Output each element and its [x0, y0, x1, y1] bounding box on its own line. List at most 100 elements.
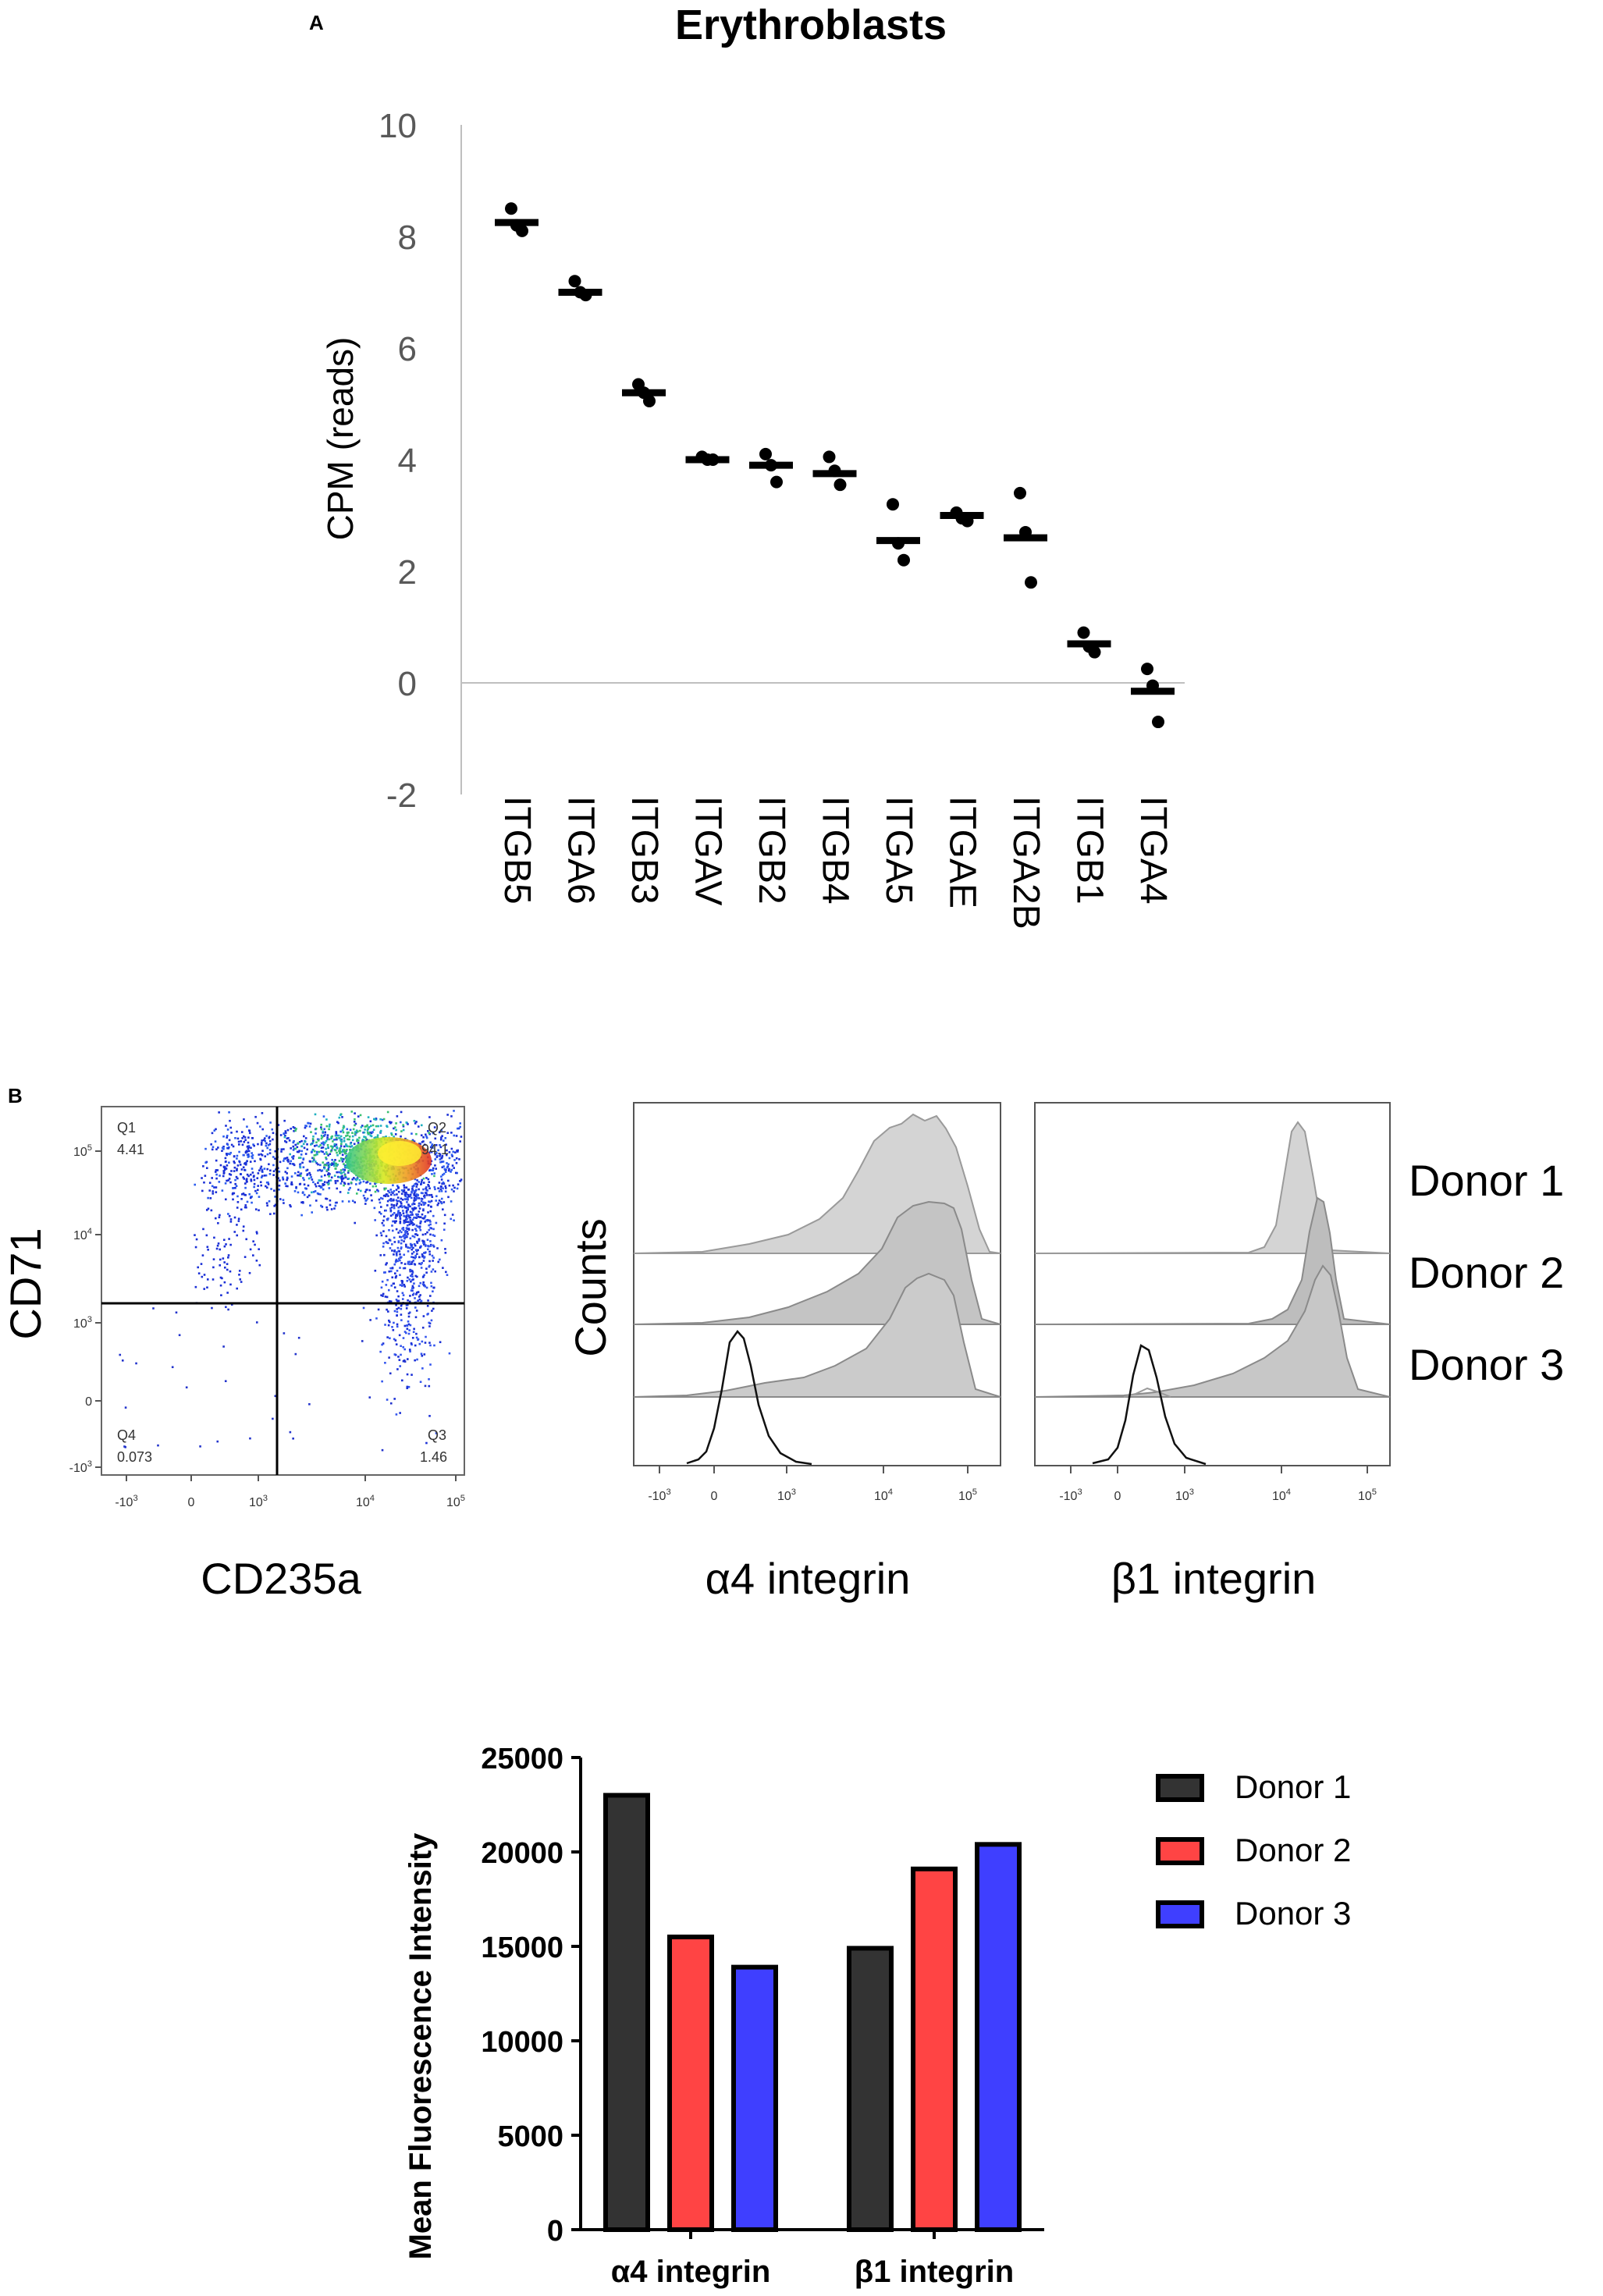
flow-dot: [272, 1170, 275, 1173]
flow-dot: [397, 1295, 400, 1298]
flow-dot: [289, 1162, 292, 1165]
flow-dot: [244, 1163, 247, 1166]
flow-dot: [440, 1175, 443, 1178]
panel-a-letter: A: [309, 11, 324, 34]
bar-donor-2: [911, 1866, 958, 2233]
flow-dot: [394, 1217, 397, 1219]
flow-dot: [412, 1286, 414, 1289]
flow-dot: [386, 1125, 389, 1128]
flow-dot: [242, 1225, 245, 1228]
flow-dot: [436, 1203, 439, 1207]
flow-dot: [398, 1359, 401, 1361]
flow-dot: [423, 1284, 425, 1287]
flow-dot: [234, 1186, 236, 1189]
flow-dot: [350, 1146, 352, 1148]
flow-dot: [267, 1143, 270, 1146]
flow-dot: [316, 1153, 318, 1156]
flow-dot: [215, 1148, 218, 1150]
flow-dot: [439, 1188, 443, 1191]
flow-dot: [296, 1150, 299, 1153]
flow-dot: [357, 1189, 360, 1191]
flow-dot: [332, 1146, 334, 1148]
flow-dot: [421, 1141, 424, 1143]
flow-dot: [334, 1182, 337, 1185]
flow-dot: [340, 1143, 343, 1146]
chart-a-x-tick-label: ITGB2: [751, 796, 792, 905]
flow-dot: [428, 1253, 432, 1256]
flow-dot: [352, 1128, 355, 1131]
flow-dot: [411, 1271, 414, 1274]
flow-dot: [325, 1206, 328, 1209]
flow-dot: [249, 1437, 251, 1440]
flow-dot: [315, 1132, 317, 1135]
flow-dot: [413, 1196, 416, 1200]
flow-dot: [215, 1191, 218, 1193]
flow-dot: [200, 1263, 203, 1265]
chart-a-y-tick-label: 4: [398, 442, 417, 480]
flow-dot: [417, 1338, 420, 1341]
flow-dot: [242, 1153, 245, 1157]
flow-dot: [459, 1122, 462, 1125]
flow-dot: [289, 1153, 291, 1156]
flow-dot: [249, 1196, 252, 1200]
flow-dot: [294, 1143, 297, 1146]
flow-dot: [418, 1227, 421, 1229]
flow-dot: [238, 1143, 240, 1146]
flow-dot: [421, 1255, 424, 1258]
flow-dot: [311, 1143, 314, 1145]
flow-dot: [278, 1170, 281, 1173]
flow-dot: [459, 1125, 461, 1128]
flow-y-tick-label: 103: [73, 1315, 92, 1331]
flow-dot: [305, 1169, 307, 1172]
flow-dot: [389, 1402, 393, 1405]
flow-dot: [390, 1285, 393, 1287]
flow-dot: [351, 1139, 354, 1142]
flow-dot: [306, 1168, 309, 1171]
bar-donor-3: [731, 1964, 778, 2233]
flow-dot: [439, 1138, 443, 1141]
flow-dot: [286, 1177, 289, 1180]
flow-dot: [260, 1153, 262, 1156]
flow-dot: [453, 1167, 455, 1169]
flow-dot: [413, 1199, 416, 1202]
flow-dot: [300, 1201, 303, 1204]
flow-dot: [322, 1143, 325, 1146]
flow-dot: [422, 1315, 425, 1317]
flow-dot: [253, 1178, 256, 1182]
flow-dot: [403, 1198, 407, 1200]
flow-dot: [347, 1192, 350, 1194]
flow-dot: [411, 1270, 414, 1273]
flow-dot: [381, 1118, 384, 1121]
flow-dot: [379, 1254, 382, 1256]
flow-dot: [450, 1188, 453, 1191]
flow-dot: [435, 1152, 438, 1154]
flow-dot: [407, 1233, 409, 1235]
flow-dot: [135, 1362, 137, 1365]
flow-x-tick-label: 0: [188, 1496, 195, 1509]
flow-dot: [425, 1186, 428, 1189]
flow-dot: [382, 1292, 385, 1295]
flow-dot: [279, 1134, 283, 1136]
flow-dot: [314, 1190, 317, 1192]
flow-dot: [393, 1203, 395, 1207]
flow-dot: [292, 1126, 295, 1128]
flow-dot: [307, 1177, 311, 1180]
flow-dot: [403, 1267, 407, 1270]
flow-dot: [418, 1181, 421, 1183]
flow-dot: [294, 1129, 297, 1132]
flow-dot: [411, 1187, 414, 1190]
flow-dot: [244, 1162, 247, 1164]
flow-dot: [406, 1358, 409, 1360]
flow-dot: [400, 1246, 403, 1249]
flow-dot: [330, 1145, 332, 1148]
flow-dot: [284, 1132, 287, 1134]
histogram-beta1-x-tick-label: 105: [1358, 1487, 1377, 1503]
flow-dot: [395, 1413, 398, 1416]
flow-dot: [205, 1209, 208, 1211]
flow-dot: [421, 1198, 424, 1200]
flow-dot: [403, 1240, 405, 1242]
histogram-beta1-minor-peak: [1123, 1387, 1171, 1398]
flow-dot: [428, 1200, 430, 1203]
flow-dot: [393, 1189, 396, 1192]
flow-dot: [203, 1274, 206, 1276]
